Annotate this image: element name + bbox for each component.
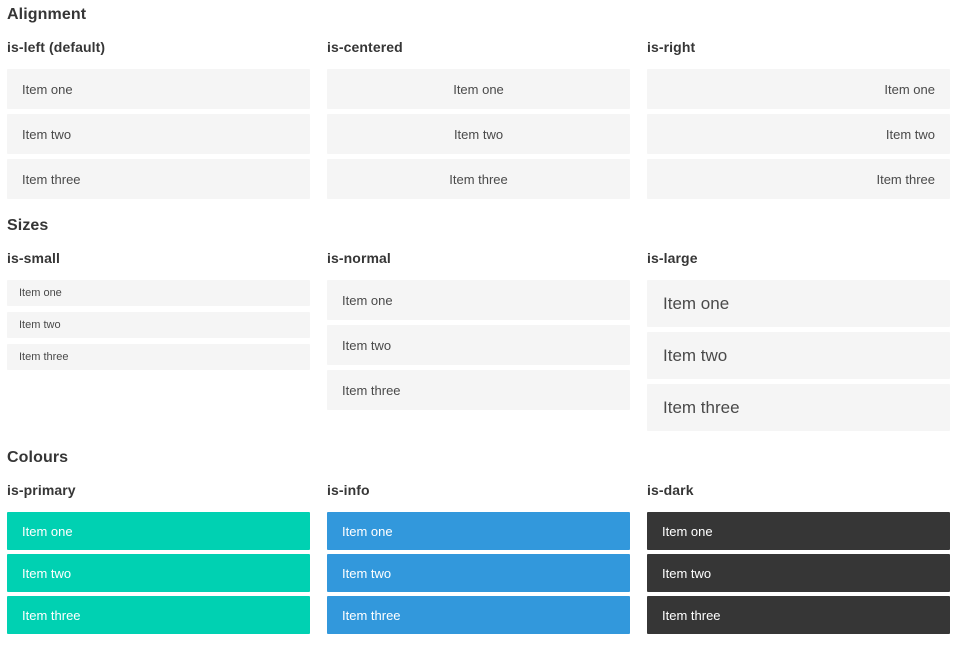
list-item[interactable]: Item three <box>647 384 950 431</box>
list-item[interactable]: Item three <box>647 159 950 199</box>
list-is-normal: Item one Item two Item three <box>327 280 630 410</box>
list-is-centered: Item one Item two Item three <box>327 69 630 199</box>
list-is-small: Item one Item two Item three <box>7 280 310 370</box>
column-is-primary: is-primary Item one Item two Item three <box>7 482 310 634</box>
list-item[interactable]: Item three <box>647 596 950 634</box>
list-item[interactable]: Item one <box>7 69 310 109</box>
list-item[interactable]: Item one <box>7 512 310 550</box>
list-is-left: Item one Item two Item three <box>7 69 310 199</box>
section-alignment: Alignment is-left (default) Item one Ite… <box>7 5 950 199</box>
column-label-is-normal: is-normal <box>327 250 391 266</box>
list-item[interactable]: Item three <box>327 370 630 410</box>
colours-columns: is-primary Item one Item two Item three … <box>7 482 950 634</box>
section-title-sizes: Sizes <box>7 217 49 234</box>
list-item[interactable]: Item one <box>647 69 950 109</box>
list-item[interactable]: Item three <box>7 344 310 370</box>
list-item[interactable]: Item two <box>7 114 310 154</box>
list-item[interactable]: Item two <box>647 554 950 592</box>
column-label-is-small: is-small <box>7 250 60 266</box>
column-is-small: is-small Item one Item two Item three <box>7 250 310 370</box>
sizes-columns: is-small Item one Item two Item three is… <box>7 250 950 431</box>
list-item[interactable]: Item one <box>647 512 950 550</box>
section-title-colours: Colours <box>7 449 69 466</box>
list-item[interactable]: Item one <box>647 280 950 327</box>
section-sizes: Sizes is-small Item one Item two Item th… <box>7 216 950 431</box>
column-is-large: is-large Item one Item two Item three <box>647 250 950 431</box>
list-is-info: Item one Item two Item three <box>327 512 630 634</box>
column-label-is-right: is-right <box>647 39 696 55</box>
list-item[interactable]: Item one <box>327 512 630 550</box>
list-item[interactable]: Item three <box>7 596 310 634</box>
column-is-normal: is-normal Item one Item two Item three <box>327 250 630 410</box>
list-item[interactable]: Item one <box>7 280 310 306</box>
list-item[interactable]: Item one <box>327 69 630 109</box>
column-is-centered: is-centered Item one Item two Item three <box>327 39 630 199</box>
column-is-right: is-right Item one Item two Item three <box>647 39 950 199</box>
section-colours: Colours is-primary Item one Item two Ite… <box>7 448 950 634</box>
column-label-is-large: is-large <box>647 250 698 266</box>
column-label-is-info: is-info <box>327 482 370 498</box>
column-is-info: is-info Item one Item two Item three <box>327 482 630 634</box>
list-item[interactable]: Item one <box>327 280 630 320</box>
list-is-primary: Item one Item two Item three <box>7 512 310 634</box>
alignment-columns: is-left (default) Item one Item two Item… <box>7 39 950 199</box>
list-is-large: Item one Item two Item three <box>647 280 950 431</box>
list-item[interactable]: Item three <box>327 159 630 199</box>
column-label-is-centered: is-centered <box>327 39 403 55</box>
column-label-is-dark: is-dark <box>647 482 694 498</box>
list-is-right: Item one Item two Item three <box>647 69 950 199</box>
column-label-is-primary: is-primary <box>7 482 76 498</box>
list-item[interactable]: Item two <box>7 554 310 592</box>
list-item[interactable]: Item two <box>647 332 950 379</box>
column-is-dark: is-dark Item one Item two Item three <box>647 482 950 634</box>
list-item[interactable]: Item three <box>7 159 310 199</box>
list-item[interactable]: Item two <box>327 325 630 365</box>
column-label-is-left: is-left (default) <box>7 39 106 55</box>
list-item[interactable]: Item two <box>327 114 630 154</box>
list-item[interactable]: Item three <box>327 596 630 634</box>
column-is-left: is-left (default) Item one Item two Item… <box>7 39 310 199</box>
section-title-alignment: Alignment <box>7 6 87 23</box>
list-item[interactable]: Item two <box>327 554 630 592</box>
list-item[interactable]: Item two <box>7 312 310 338</box>
list-is-dark: Item one Item two Item three <box>647 512 950 634</box>
list-item[interactable]: Item two <box>647 114 950 154</box>
